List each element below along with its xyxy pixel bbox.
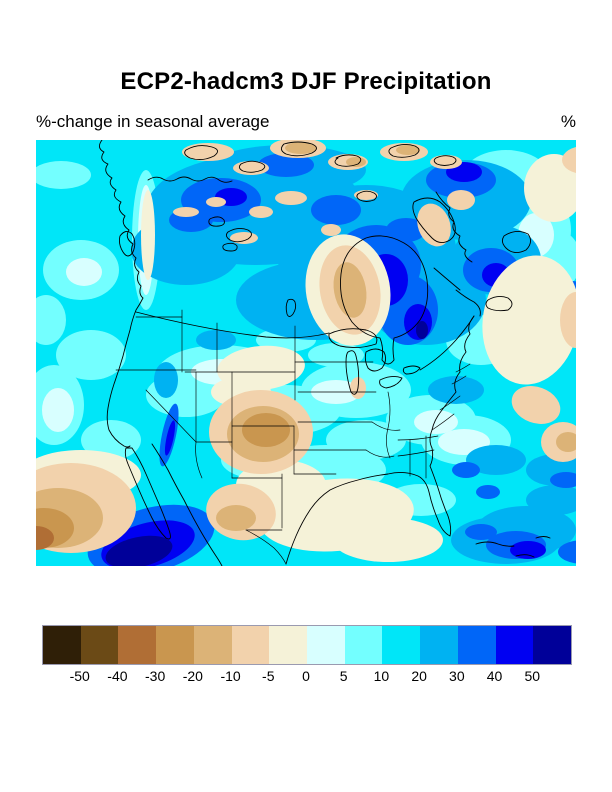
- colorbar-segment: [43, 626, 81, 664]
- colorbar-tick-label: 0: [302, 668, 310, 684]
- colorbar-segment: [193, 626, 232, 664]
- units-label: %: [560, 112, 576, 131]
- colorbar-segment: [533, 626, 572, 664]
- colorbar-segment: [307, 626, 345, 664]
- colorbar: [42, 625, 572, 665]
- coastline-paths: [99, 140, 551, 566]
- colorbar-tick-label: 10: [373, 668, 390, 684]
- colorbar-segment: [344, 626, 383, 664]
- colorbar-segment: [382, 626, 421, 664]
- colorbar-tick-label: -40: [107, 668, 128, 684]
- colorbar-segment: [420, 626, 458, 664]
- subtitle-row: %-change in seasonal average %: [36, 112, 576, 132]
- colorbar-segment: [231, 626, 270, 664]
- colorbar-tick-label: 40: [486, 668, 503, 684]
- colorbar-segment: [156, 626, 194, 664]
- page-title: ECP2-hadcm3 DJF Precipitation: [120, 68, 492, 95]
- colorbar-segment: [118, 626, 157, 664]
- colorbar-tick-label: 5: [339, 668, 348, 684]
- colorbar-segment: [80, 626, 119, 664]
- colorbar-tick-label: -30: [145, 668, 166, 684]
- precipitation-map: [36, 140, 576, 566]
- colorbar-ticks: -50 -40 -30 -20 -10 -5 0 5 10 20 30 40 50: [42, 668, 570, 686]
- colorbar-tick-label: -20: [182, 668, 203, 684]
- colorbar-tick-label: 30: [449, 668, 465, 684]
- colorbar-tick-label: -50: [69, 668, 90, 684]
- colorbar-tick-label: -10: [220, 668, 241, 684]
- contour-layer-plus50: [105, 321, 428, 566]
- map-canvas: [36, 140, 576, 566]
- colorbar-tick-label: -5: [262, 668, 275, 684]
- colorbar-segment: [495, 626, 534, 664]
- contour-layer-minus40: [36, 526, 54, 550]
- colorbar-tick-label: 50: [524, 668, 541, 684]
- state-border-paths: [115, 309, 471, 565]
- colorbar-segment: [457, 626, 496, 664]
- colorbar-segment: [269, 626, 308, 664]
- colorbar-tick-label: 20: [411, 668, 427, 684]
- subtitle-label: %-change in seasonal average: [36, 112, 270, 131]
